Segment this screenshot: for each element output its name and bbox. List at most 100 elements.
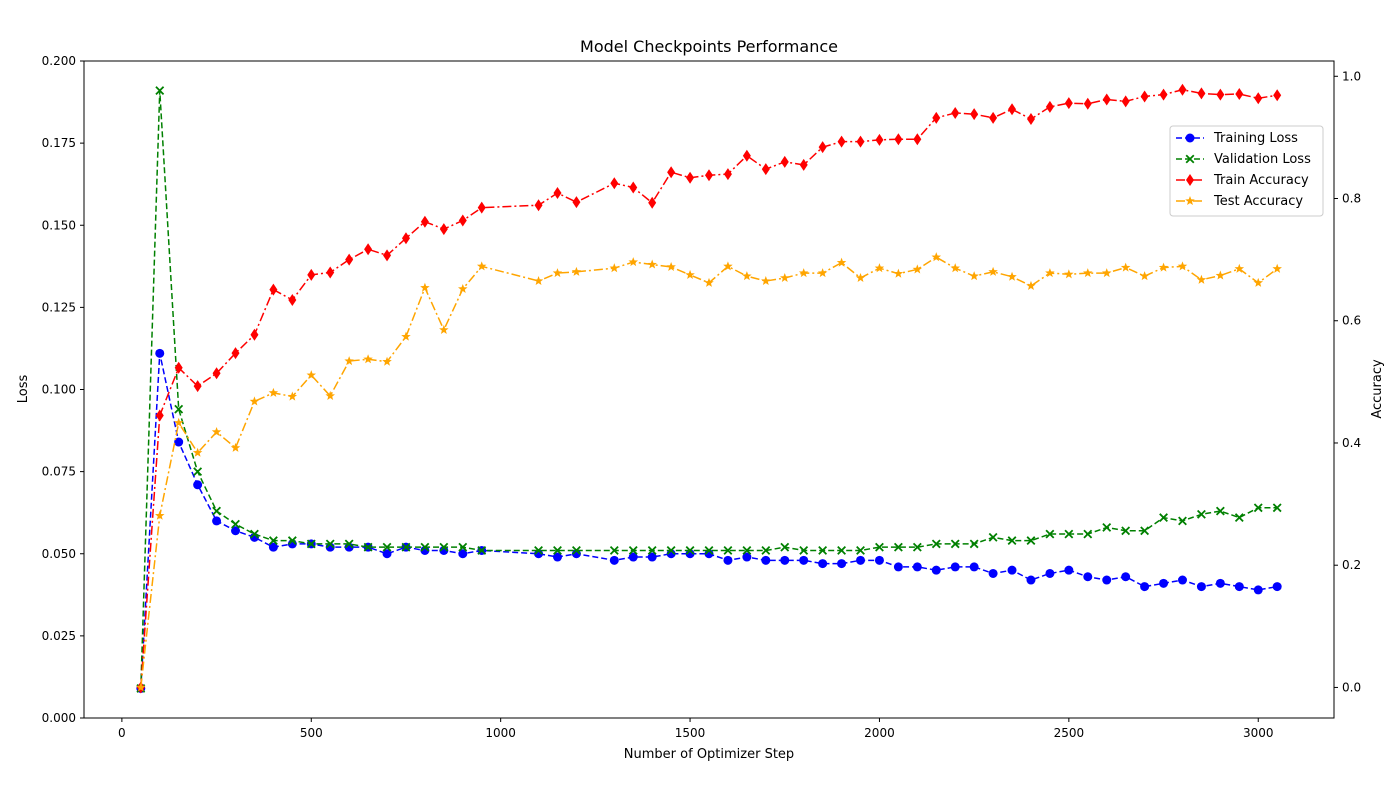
series-line — [140, 90, 1278, 689]
data-point — [931, 539, 941, 549]
data-point — [1215, 270, 1226, 280]
data-point — [1272, 503, 1282, 513]
data-point — [212, 506, 222, 516]
series-layer — [136, 83, 1282, 694]
data-point — [912, 562, 922, 572]
series-line — [140, 88, 1278, 688]
data-point — [1026, 575, 1036, 585]
data-point — [836, 257, 847, 267]
data-point — [666, 546, 676, 555]
data-point — [817, 268, 828, 278]
data-point — [893, 542, 903, 552]
data-point — [648, 196, 657, 209]
data-point — [609, 546, 619, 555]
data-point — [1120, 262, 1131, 272]
data-point — [931, 252, 942, 262]
data-point — [780, 555, 790, 565]
data-point — [174, 437, 184, 447]
x-tick-label: 2500 — [1054, 726, 1085, 740]
data-point — [1234, 513, 1244, 523]
data-point — [1083, 572, 1093, 582]
data-point — [1177, 575, 1187, 585]
data-point — [969, 271, 979, 281]
y-right-tick-label: 0.6 — [1342, 314, 1361, 328]
data-point — [155, 409, 164, 422]
legend-marker — [1185, 196, 1195, 206]
x-tick-label: 500 — [300, 726, 323, 740]
data-point — [1273, 89, 1282, 102]
y-axis-right-label: Accuracy — [1370, 359, 1385, 419]
chart-title: Model Checkpoints Performance — [580, 37, 838, 56]
data-point — [742, 546, 752, 555]
data-point — [780, 155, 789, 168]
data-point — [666, 261, 676, 272]
data-point — [363, 542, 373, 552]
data-point — [572, 196, 581, 209]
data-point — [1140, 526, 1150, 536]
y-left-tick-label: 0.100 — [42, 383, 76, 397]
legend-label: Train Accuracy — [1213, 173, 1309, 188]
series-line — [140, 256, 1278, 688]
y-left-tick-label: 0.025 — [42, 629, 76, 643]
y-left-tick-label: 0.075 — [42, 465, 76, 479]
data-point — [1158, 262, 1169, 272]
data-point — [193, 467, 203, 477]
data-point — [1177, 261, 1188, 271]
data-point — [401, 331, 411, 341]
data-point — [401, 232, 410, 245]
data-point — [307, 268, 316, 281]
data-point — [799, 555, 809, 565]
data-point — [969, 539, 979, 549]
data-point — [704, 546, 714, 555]
data-point — [970, 108, 979, 121]
data-point — [439, 542, 449, 552]
data-point — [1178, 516, 1187, 526]
data-point — [723, 555, 733, 565]
data-point — [1253, 585, 1263, 595]
data-point — [1083, 529, 1093, 539]
legend-marker — [1185, 133, 1195, 143]
data-point — [155, 348, 165, 358]
data-point — [780, 542, 790, 552]
data-point — [1026, 113, 1035, 126]
data-point — [1102, 93, 1111, 106]
data-point — [761, 555, 771, 565]
data-point — [231, 347, 240, 360]
data-point — [211, 426, 222, 437]
data-point — [268, 536, 278, 546]
x-axis-label: Number of Optimizer Step — [624, 747, 794, 762]
data-point — [609, 555, 619, 565]
data-point — [988, 266, 998, 276]
data-point — [288, 293, 297, 306]
data-point — [989, 111, 998, 124]
data-point — [1083, 268, 1093, 278]
data-point — [932, 111, 941, 124]
data-point — [685, 546, 695, 555]
data-point — [837, 546, 847, 555]
y-left-tick-label: 0.125 — [42, 300, 76, 314]
data-point — [837, 135, 846, 148]
data-point — [250, 328, 259, 341]
data-point — [874, 263, 885, 273]
data-point — [250, 529, 259, 539]
data-point — [1064, 565, 1074, 575]
data-point — [534, 546, 543, 555]
data-point — [1159, 578, 1169, 588]
data-point — [913, 133, 922, 146]
data-point — [723, 546, 733, 555]
data-point — [610, 177, 619, 190]
data-point — [799, 546, 809, 555]
series-validation-loss — [136, 86, 1282, 693]
y-left-tick-label: 0.150 — [42, 218, 76, 232]
data-point — [458, 542, 468, 552]
plot-frame — [83, 60, 1335, 719]
data-point — [742, 552, 752, 562]
data-point — [1102, 523, 1112, 532]
data-point — [1196, 582, 1206, 592]
data-point — [1254, 92, 1263, 105]
y-left-tick-label: 0.050 — [42, 547, 76, 561]
data-point — [345, 253, 354, 266]
data-point — [458, 283, 468, 294]
data-point — [249, 396, 260, 406]
